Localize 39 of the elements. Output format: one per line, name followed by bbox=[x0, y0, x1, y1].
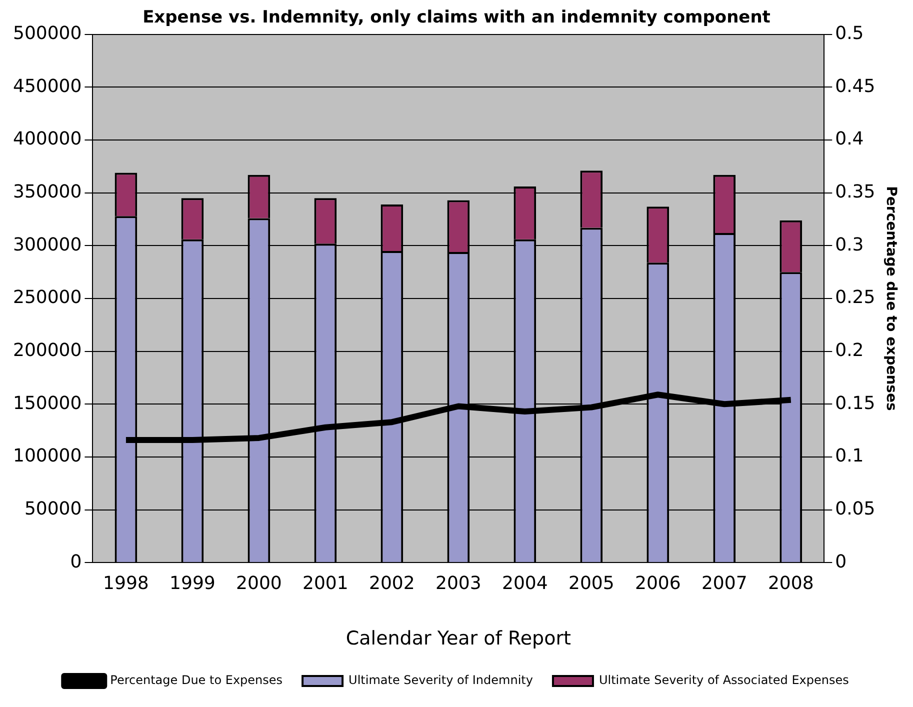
y2-axis-title: Percentage due to expenses bbox=[882, 186, 899, 411]
y2-tick-label: 0.2 bbox=[835, 340, 864, 361]
x-tick-label: 2002 bbox=[369, 573, 415, 594]
y2-tick-label: 0.4 bbox=[835, 128, 864, 150]
x-tick-label: 2001 bbox=[302, 573, 348, 594]
x-tick-label: 2007 bbox=[701, 573, 748, 594]
y-tick-label: 100000 bbox=[12, 446, 82, 467]
y2-tick-label: 0.25 bbox=[835, 287, 876, 308]
legend-label: Ultimate Severity of Indemnity bbox=[348, 673, 533, 688]
y2-tick-label: 0.35 bbox=[835, 182, 876, 203]
x-tick-label: 2004 bbox=[502, 573, 548, 594]
x-tick-label: 1999 bbox=[170, 573, 216, 594]
y-tick-label: 0 bbox=[70, 551, 82, 572]
x-tick-label: 2006 bbox=[634, 573, 681, 594]
y-tick-label: 350000 bbox=[12, 182, 82, 203]
legend-label: Ultimate Severity of Associated Expenses bbox=[598, 673, 849, 688]
y-tick-label: 450000 bbox=[12, 76, 82, 97]
y2-tick-label: 0.5 bbox=[835, 23, 864, 44]
y-tick-label: 400000 bbox=[12, 128, 82, 150]
y2-tick-label: 0.1 bbox=[835, 446, 864, 467]
x-tick-label: 1998 bbox=[103, 573, 149, 594]
y-tick-label: 150000 bbox=[12, 392, 82, 414]
chart-title: Expense vs. Indemnity, only claims with an indemnity component bbox=[142, 8, 770, 28]
legend-label: Percentage Due to Expenses bbox=[110, 673, 283, 688]
y2-tick-label: 0.15 bbox=[835, 392, 876, 414]
x-tick-label: 2003 bbox=[436, 573, 482, 594]
y-tick-label: 300000 bbox=[12, 234, 82, 256]
y-tick-label: 50000 bbox=[24, 498, 82, 520]
x-tick-label: 2005 bbox=[568, 573, 614, 594]
y2-tick-label: 0.05 bbox=[835, 498, 876, 520]
y2-tick-label: 0 bbox=[835, 551, 847, 572]
x-tick-label: 2000 bbox=[236, 573, 282, 594]
y2-tick-label: 0.3 bbox=[835, 234, 864, 256]
y2-tick-label: 0.45 bbox=[835, 76, 876, 97]
y-tick-label: 500000 bbox=[12, 23, 82, 44]
y-tick-label: 250000 bbox=[12, 287, 82, 308]
x-axis-title: Calendar Year of Report bbox=[346, 628, 571, 650]
x-tick-label: 2008 bbox=[768, 573, 814, 594]
y-tick-label: 200000 bbox=[12, 340, 82, 361]
